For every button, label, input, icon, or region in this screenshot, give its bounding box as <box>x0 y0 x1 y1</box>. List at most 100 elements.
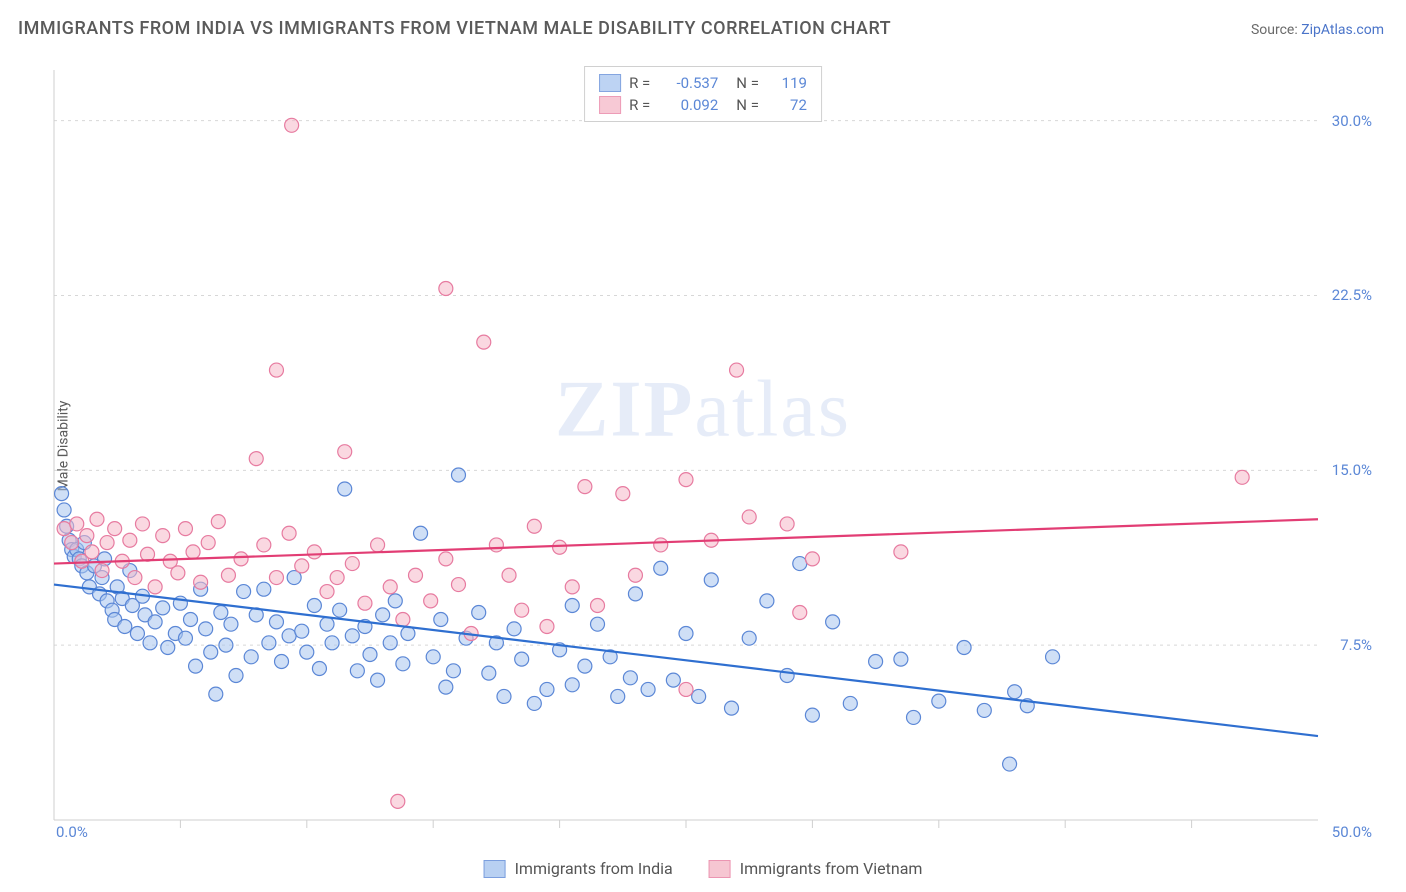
data-point <box>312 661 326 675</box>
data-point <box>826 615 840 629</box>
stat-n-key: N = <box>736 96 759 114</box>
data-point <box>507 622 521 636</box>
data-point <box>396 613 410 627</box>
data-point <box>211 515 225 529</box>
data-point <box>578 480 592 494</box>
data-point <box>527 696 541 710</box>
data-point <box>540 682 554 696</box>
data-point <box>439 552 453 566</box>
legend-swatch <box>599 74 621 92</box>
data-point <box>383 636 397 650</box>
legend-item: Immigrants from Vietnam <box>709 859 923 878</box>
data-point <box>591 599 605 613</box>
data-point <box>515 603 529 617</box>
series-Immigrants from India <box>55 468 1060 771</box>
data-point <box>178 631 192 645</box>
data-point <box>578 659 592 673</box>
data-point <box>57 503 71 517</box>
data-point <box>805 552 819 566</box>
data-point <box>623 671 637 685</box>
data-point <box>257 582 271 596</box>
data-point <box>957 640 971 654</box>
data-point <box>320 617 334 631</box>
data-point <box>527 519 541 533</box>
legend-swatch <box>599 96 621 114</box>
data-point <box>654 561 668 575</box>
data-point <box>439 281 453 295</box>
stat-r-key: R = <box>629 74 650 92</box>
data-point <box>229 668 243 682</box>
data-point <box>95 564 109 578</box>
legend-swatch <box>484 860 506 878</box>
data-point <box>591 617 605 631</box>
data-point <box>371 673 385 687</box>
data-point <box>282 526 296 540</box>
data-point <box>161 640 175 654</box>
data-point <box>628 568 642 582</box>
data-point <box>414 526 428 540</box>
trend-line <box>54 519 1318 563</box>
data-point <box>269 363 283 377</box>
data-point <box>269 615 283 629</box>
data-point <box>330 571 344 585</box>
data-point <box>221 568 235 582</box>
stats-row: R =-0.537N =119 <box>599 72 807 94</box>
data-point <box>108 522 122 536</box>
axis-tick-label: 50.0% <box>1332 823 1372 841</box>
data-point <box>262 636 276 650</box>
data-point <box>123 533 137 547</box>
data-point <box>1235 470 1249 484</box>
data-point <box>451 578 465 592</box>
data-point <box>565 599 579 613</box>
data-point <box>515 652 529 666</box>
trend-line <box>54 585 1318 737</box>
stat-r-value: 0.092 <box>658 96 718 114</box>
data-point <box>57 522 71 536</box>
data-point <box>184 613 198 627</box>
data-point <box>234 552 248 566</box>
data-point <box>171 566 185 580</box>
data-point <box>679 627 693 641</box>
data-point <box>932 694 946 708</box>
axis-tick-label: 7.5% <box>1340 636 1372 654</box>
data-point <box>244 650 258 664</box>
data-point <box>295 559 309 573</box>
data-point <box>376 608 390 622</box>
data-point <box>345 557 359 571</box>
data-point <box>1046 650 1060 664</box>
data-point <box>214 606 228 620</box>
data-point <box>472 606 486 620</box>
data-point <box>565 580 579 594</box>
data-point <box>446 664 460 678</box>
source-prefix: Source: <box>1251 22 1301 38</box>
data-point <box>209 687 223 701</box>
data-point <box>869 654 883 668</box>
data-point <box>780 668 794 682</box>
data-point <box>194 575 208 589</box>
stat-n-key: N = <box>736 74 759 92</box>
data-point <box>371 538 385 552</box>
source-attribution: Source: ZipAtlas.com <box>1251 22 1384 38</box>
data-point <box>654 538 668 552</box>
data-point <box>477 335 491 349</box>
data-point <box>275 654 289 668</box>
data-point <box>793 606 807 620</box>
data-point <box>325 636 339 650</box>
data-point <box>148 615 162 629</box>
data-point <box>692 689 706 703</box>
series-legend: Immigrants from IndiaImmigrants from Vie… <box>484 859 923 878</box>
data-point <box>156 529 170 543</box>
scatter-chart <box>48 62 1362 854</box>
data-point <box>338 445 352 459</box>
data-point <box>257 538 271 552</box>
source-link[interactable]: ZipAtlas.com <box>1301 22 1384 38</box>
series-Immigrants from Vietnam <box>57 118 1249 808</box>
axis-tick-label: 15.0% <box>1332 461 1372 479</box>
data-point <box>333 603 347 617</box>
stats-row: R =0.092N =72 <box>599 94 807 116</box>
data-point <box>977 703 991 717</box>
data-point <box>679 473 693 487</box>
data-point <box>616 487 630 501</box>
data-point <box>148 580 162 594</box>
data-point <box>391 794 405 808</box>
